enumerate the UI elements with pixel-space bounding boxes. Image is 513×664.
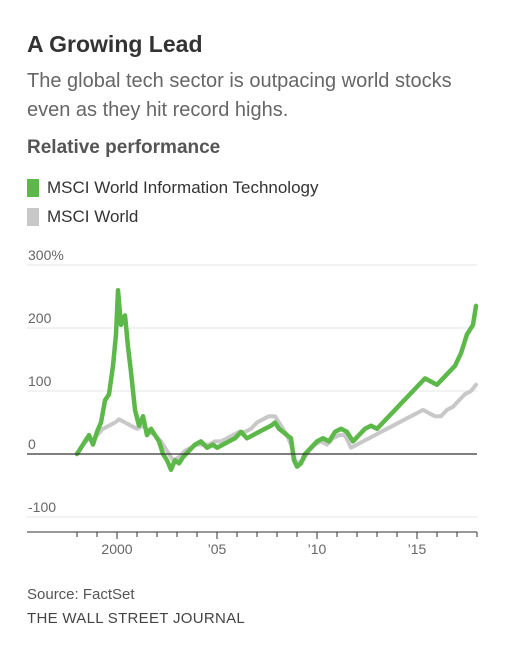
x-tick-label: ’10 xyxy=(308,541,327,557)
source-note: Source: FactSet xyxy=(27,586,135,603)
section-label: Relative performance xyxy=(27,137,221,158)
y-tick-label: 100 xyxy=(28,373,52,389)
y-tick-label: -100 xyxy=(28,499,56,515)
legend-label-world: MSCI World xyxy=(47,207,139,226)
y-tick-label: 200 xyxy=(28,310,52,326)
y-tick-label: 0 xyxy=(28,436,36,452)
x-tick-label: ’05 xyxy=(208,541,227,557)
x-tick-label: ’15 xyxy=(408,541,427,557)
legend-swatch-world xyxy=(27,208,39,226)
x-tick-label: 2000 xyxy=(101,541,132,557)
legend-swatch-tech xyxy=(27,179,39,197)
series-line-tech xyxy=(74,287,479,473)
y-tick-label: 300% xyxy=(28,250,64,263)
chart-title: A Growing Lead xyxy=(27,31,203,57)
line-chart: 300% 200 100 0 -100 2000 ’05 ’10 ’15 xyxy=(27,250,479,557)
legend-label-tech: MSCI World Information Technology xyxy=(47,178,319,197)
publisher-credit: THE WALL STREET JOURNAL xyxy=(27,610,246,627)
chart-subtitle: The global tech sector is outpacing worl… xyxy=(27,70,452,121)
legend-item-world: MSCI World xyxy=(27,205,138,229)
legend-item-tech: MSCI World Information Technology xyxy=(27,176,319,200)
